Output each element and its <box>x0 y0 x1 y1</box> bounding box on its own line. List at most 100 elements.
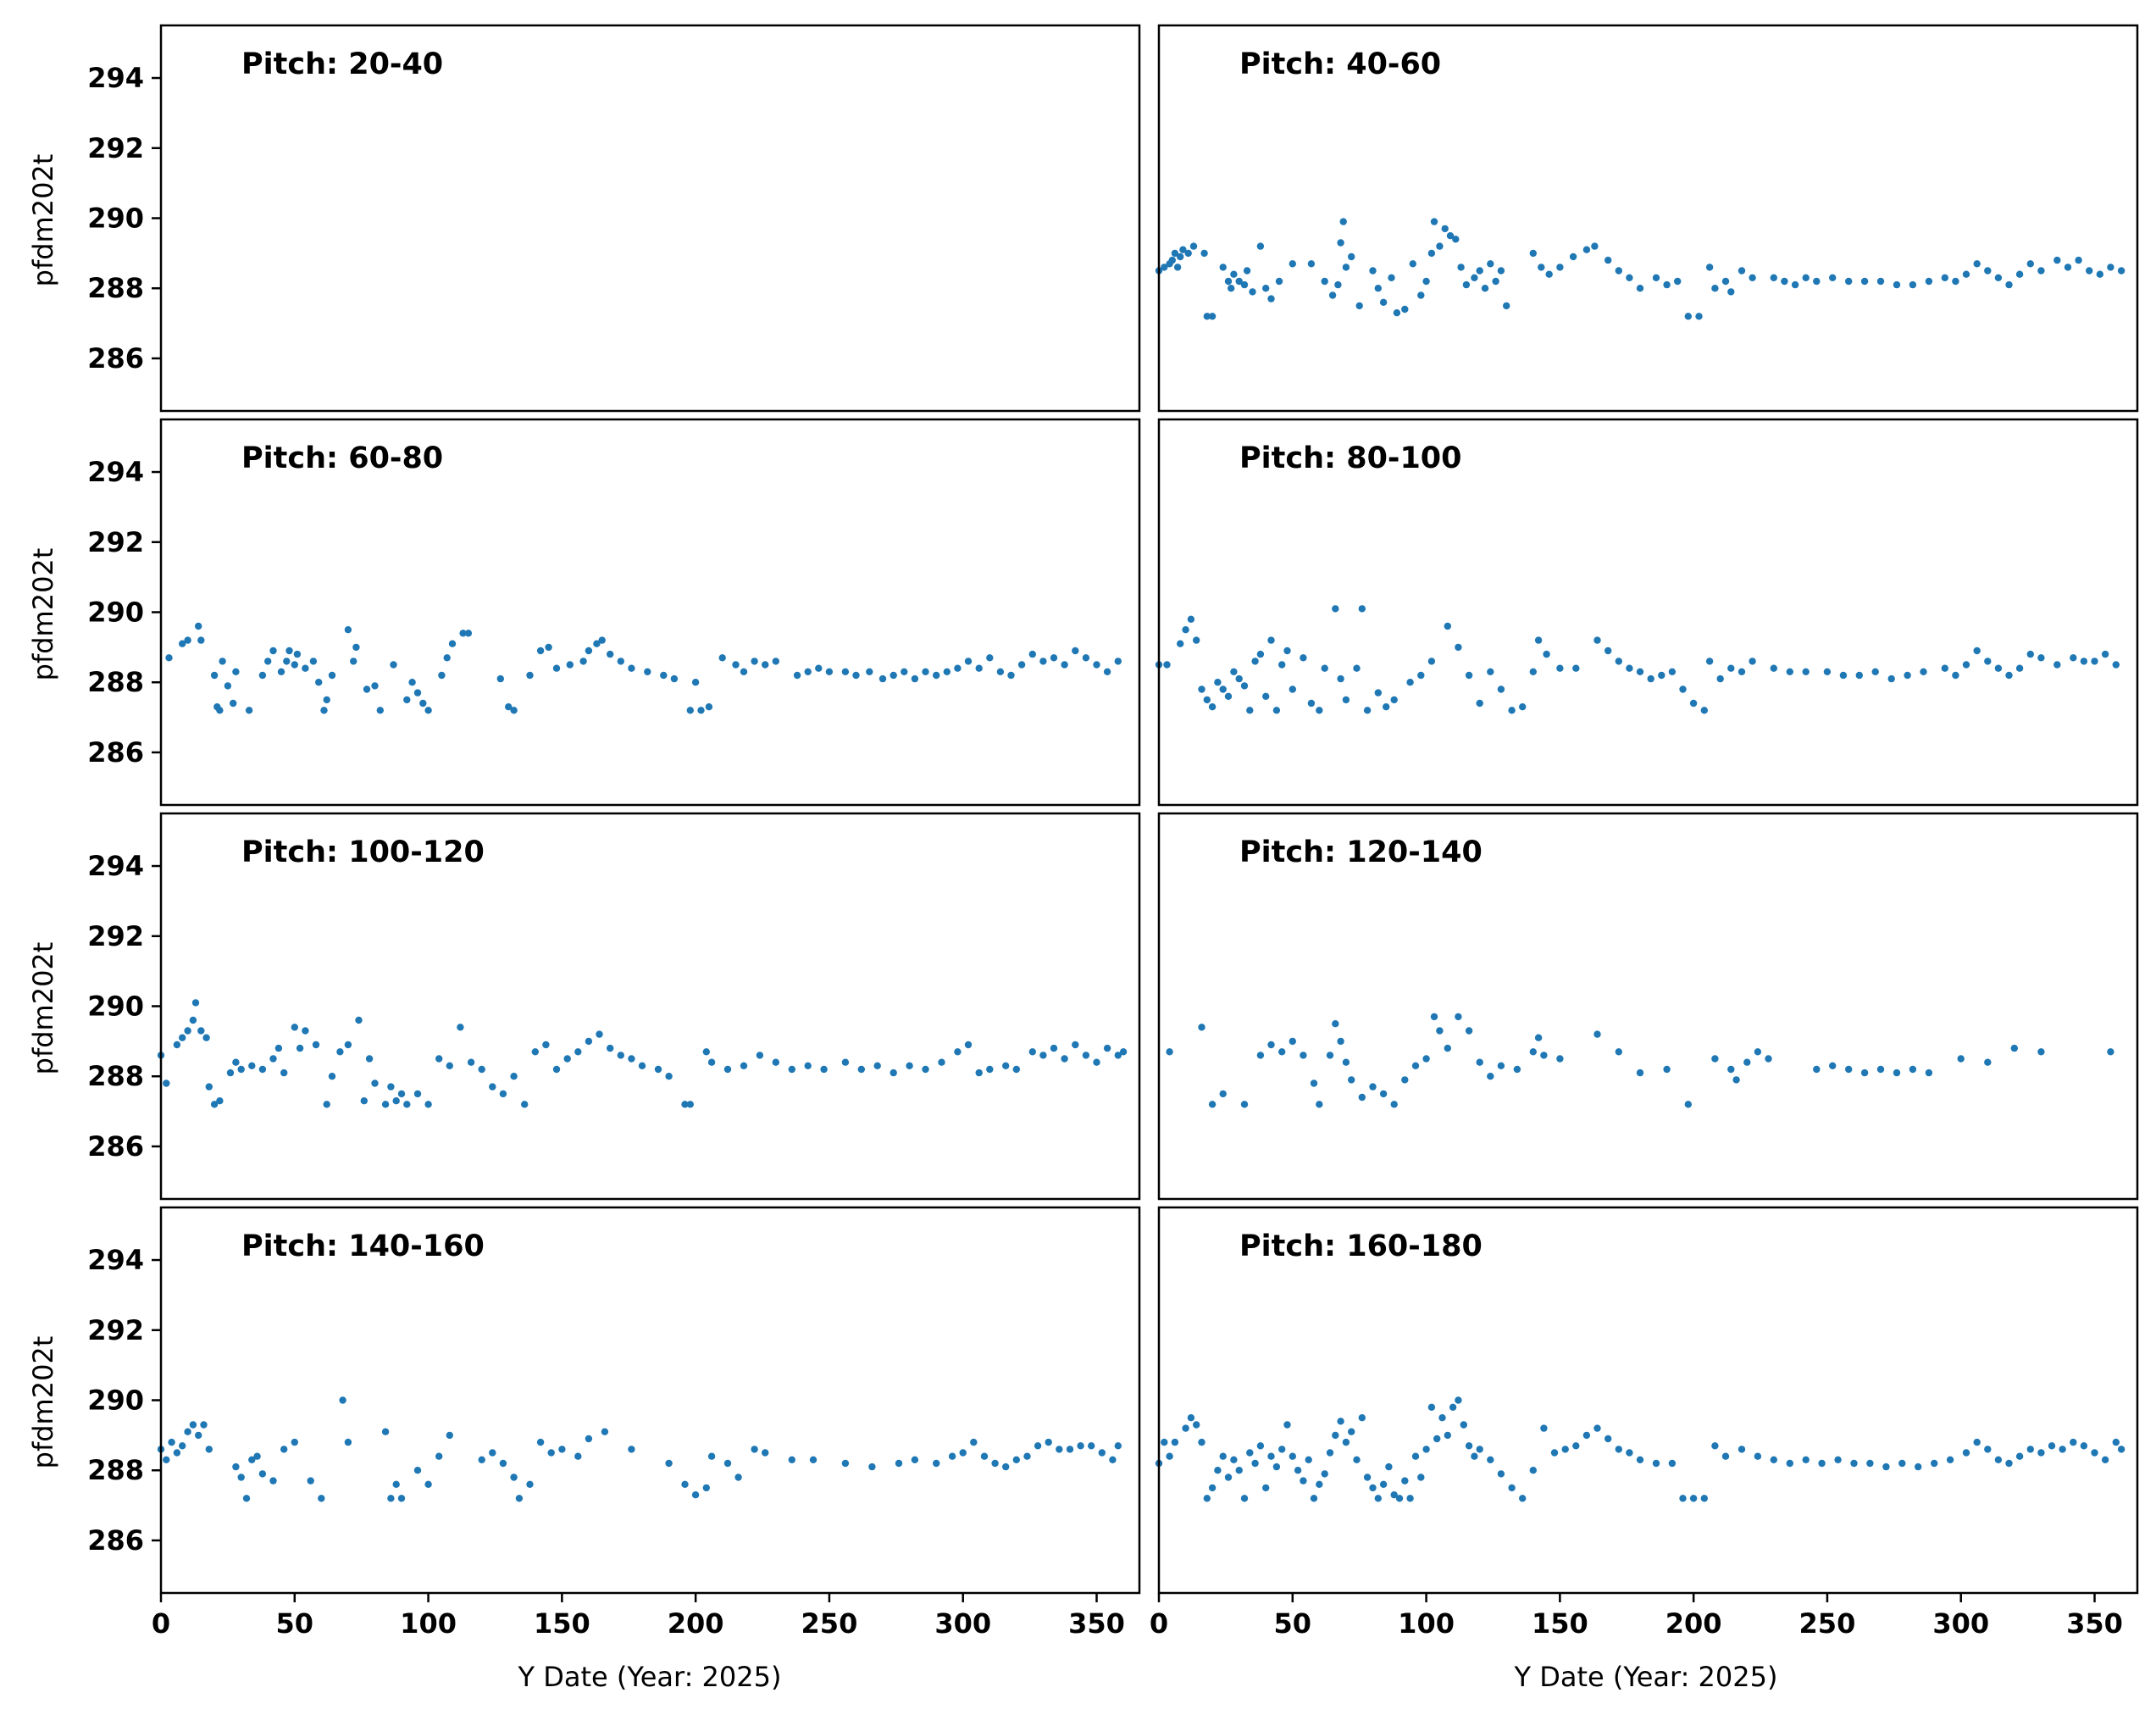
panel-2-point-60 <box>1529 249 1538 258</box>
panel-5-point-48 <box>521 1101 529 1108</box>
panel-7-xtick-label-100: 100 <box>400 1607 457 1640</box>
panel-3-point-92 <box>1007 671 1015 680</box>
panel-3-point-26 <box>323 696 330 704</box>
panel-6-point-17 <box>1348 1076 1355 1084</box>
panel-3-point-30 <box>352 643 360 652</box>
panel-4-point-30 <box>1337 674 1344 683</box>
panel-5-point-52 <box>563 1055 571 1063</box>
panel-3-point-102 <box>1114 658 1122 665</box>
panel-8-point-108 <box>2080 1442 2088 1450</box>
panel-5-point-95 <box>1119 1048 1128 1056</box>
panel-2-point-67 <box>1605 256 1612 264</box>
panel-4-point-72 <box>1802 668 1810 675</box>
panel-3-point-82 <box>901 668 908 675</box>
panel-5-point-92 <box>1093 1058 1100 1066</box>
panel-6-point-58 <box>1984 1058 1992 1066</box>
panel-8-point-31 <box>1321 1470 1328 1478</box>
panel-5-ytick-label-286: 286 <box>87 1130 144 1163</box>
panel-2-point-87 <box>1829 274 1837 281</box>
panel-5-point-12 <box>216 1097 224 1105</box>
panel-3-point-101 <box>1103 668 1111 675</box>
panel-7-point-2 <box>163 1456 170 1464</box>
panel-5-point-14 <box>232 1058 240 1066</box>
panel-5-point-89 <box>1061 1055 1068 1063</box>
panel-5-point-90 <box>1072 1041 1079 1049</box>
panel-8-point-4 <box>1171 1438 1179 1446</box>
panel-3-point-18 <box>283 658 291 665</box>
y-axis-label-row-4: pfdm202t <box>27 1336 59 1469</box>
panel-8-point-34 <box>1337 1418 1344 1425</box>
panel-4-point-91 <box>2070 654 2077 662</box>
panel-8-point-98 <box>1973 1438 1981 1446</box>
panel-2-point-78 <box>1721 277 1730 286</box>
panel-6-frame <box>1157 812 2139 1201</box>
panel-4-point-56 <box>1615 658 1623 665</box>
panel-1-title: Pitch: 20-40 <box>241 47 443 81</box>
panel-8-point-51 <box>1427 1403 1436 1412</box>
panel-7-point-29 <box>424 1480 432 1489</box>
panel-3-point-42 <box>448 640 457 647</box>
panel-8-point-36 <box>1348 1428 1355 1435</box>
panel-8-xtick-label-100: 100 <box>1398 1607 1455 1640</box>
panel-5-point-82 <box>975 1068 983 1077</box>
panel-7-point-57 <box>868 1462 876 1471</box>
panel-4-point-73 <box>1823 668 1832 675</box>
panel-4-point-89 <box>2037 654 2045 662</box>
panel-4-point-80 <box>1941 664 1948 672</box>
panel-8-point-66 <box>1540 1424 1548 1432</box>
panel-3-point-27 <box>328 671 336 680</box>
panel-5-ytick-label-290: 290 <box>87 991 144 1023</box>
panel-7-point-30 <box>435 1452 443 1460</box>
panel-5-point-54 <box>585 1037 593 1046</box>
panel-5-point-50 <box>542 1041 550 1049</box>
panel-4-point-65 <box>1705 658 1714 665</box>
panel-8-point-38 <box>1358 1414 1366 1422</box>
panel-5-point-3 <box>173 1041 181 1049</box>
panel-2-point-64 <box>1569 253 1577 261</box>
panel-8-point-94 <box>1915 1462 1922 1471</box>
panel-8-point-56 <box>1455 1396 1462 1404</box>
panel-5-point-72 <box>820 1065 828 1074</box>
panel-8-point-29 <box>1310 1495 1318 1502</box>
panel-8-point-107 <box>2070 1438 2077 1446</box>
panel-2-point-84 <box>1791 280 1799 289</box>
panel-7-point-28 <box>413 1467 422 1474</box>
panel-5-point-21 <box>291 1024 298 1031</box>
panel-3-point-35 <box>403 696 411 704</box>
panel-5-point-42 <box>457 1024 464 1031</box>
panel-2-point-21 <box>1249 288 1256 296</box>
panel-3-title: Pitch: 60-80 <box>241 441 443 475</box>
panel-3-point-38 <box>419 699 427 708</box>
panel-7-point-37 <box>526 1480 534 1489</box>
panel-5-point-67 <box>740 1062 748 1070</box>
panel-8-point-80 <box>1700 1495 1709 1502</box>
panel-8-point-22 <box>1272 1462 1281 1471</box>
panel-8-point-53 <box>1438 1414 1446 1422</box>
panel-6-point-6 <box>1256 1052 1265 1059</box>
panel-4-point-9 <box>1208 703 1217 711</box>
panel-8-point-57 <box>1460 1421 1468 1429</box>
panel-5-point-11 <box>210 1101 219 1108</box>
panel-3-ytick-label-290: 290 <box>87 597 144 629</box>
panel-2-point-26 <box>1289 260 1297 268</box>
panel-5-point-25 <box>323 1101 330 1108</box>
panel-3-point-22 <box>302 664 309 672</box>
panel-3-point-44 <box>464 630 473 637</box>
panel-5-point-64 <box>702 1048 710 1056</box>
panel-2-point-44 <box>1422 277 1430 286</box>
panel-2-point-89 <box>1860 277 1869 286</box>
panel-5-point-65 <box>707 1058 716 1066</box>
panel-5-point-43 <box>467 1058 475 1066</box>
panel-2-point-6 <box>1173 264 1182 271</box>
panel-5-point-63 <box>686 1101 694 1108</box>
panel-4-point-14 <box>1235 674 1243 683</box>
panel-8-point-13 <box>1224 1474 1233 1481</box>
panel-5-point-28 <box>344 1041 352 1049</box>
panel-8-point-81 <box>1711 1442 1719 1450</box>
panel-8-point-97 <box>1962 1449 1970 1457</box>
panel-7-point-3 <box>168 1438 175 1446</box>
panel-6-point-25 <box>1430 1013 1438 1021</box>
panel-5-point-56 <box>607 1044 614 1052</box>
panel-4-point-12 <box>1224 692 1233 700</box>
panel-4-point-23 <box>1283 647 1291 655</box>
